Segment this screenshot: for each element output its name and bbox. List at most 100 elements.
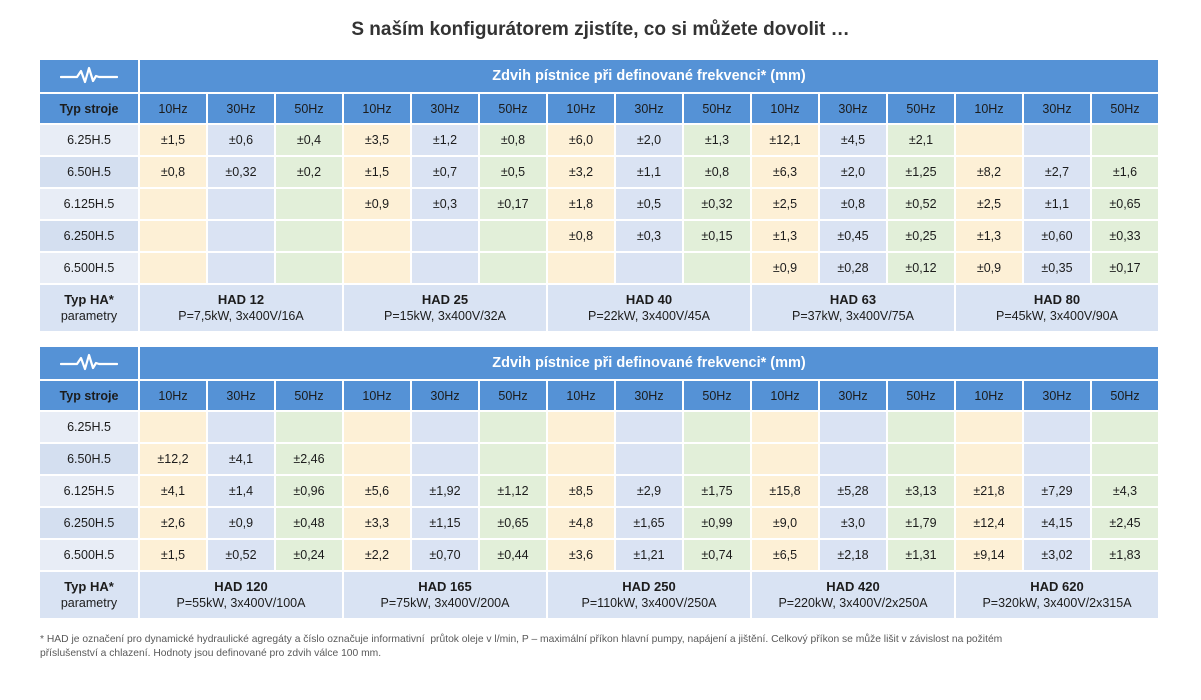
stroke-value-cell: ±1,8 [548,189,614,219]
stroke-value-cell [276,412,342,442]
stroke-value-cell [276,221,342,251]
frequency-header: 50Hz [684,381,750,410]
unit-params: P=7,5kW, 3x400V/16A [178,309,304,324]
stroke-value-cell [820,412,886,442]
stroke-value-cell: ±2,7 [1024,157,1090,187]
stroke-value-cell: ±0,8 [140,157,206,187]
stroke-value-cell: ±0,8 [548,221,614,251]
stroke-value-cell: ±1,65 [616,508,682,538]
frequency-header: 50Hz [480,94,546,123]
stroke-value-cell [344,444,410,474]
stroke-value-cell: ±0,7 [412,157,478,187]
frequency-header: 10Hz [140,94,206,123]
unit-name: HAD 12 [217,291,265,307]
unit-cell: HAD 12 P=7,5kW, 3x400V/16A [140,285,342,331]
stroke-value-cell [208,412,274,442]
machine-type-label: 6.500H.5 [40,540,138,570]
frequency-header: 10Hz [344,381,410,410]
table-header-title: Zdvih pístnice při definované frekvenci*… [140,60,1158,92]
stroke-value-cell: ±0,8 [480,125,546,155]
stroke-value-cell: ±0,32 [684,189,750,219]
stroke-value-cell: ±4,1 [208,444,274,474]
unit-params: P=55kW, 3x400V/100A [176,596,306,611]
frequency-header: 10Hz [752,381,818,410]
unit-cell: HAD 63 P=37kW, 3x400V/75A [752,285,954,331]
stroke-value-cell [752,444,818,474]
stroke-table-1: Zdvih pístnice při definované frekvenci*… [40,60,1158,331]
stroke-value-cell: ±2,0 [616,125,682,155]
frequency-header: 50Hz [1092,94,1158,123]
frequency-header: 30Hz [820,381,886,410]
stroke-value-cell: ±3,13 [888,476,954,506]
frequency-header: 30Hz [1024,381,1090,410]
stroke-value-cell [1024,125,1090,155]
stroke-value-cell [480,253,546,283]
stroke-value-cell: ±0,8 [684,157,750,187]
stroke-value-cell: ±2,5 [752,189,818,219]
stroke-value-cell: ±0,12 [888,253,954,283]
frequency-header: 50Hz [276,381,342,410]
frequency-header: 50Hz [480,381,546,410]
stroke-value-cell: ±0,5 [616,189,682,219]
stroke-table-2: Zdvih pístnice při definované frekvenci*… [40,347,1158,618]
stroke-value-cell [480,221,546,251]
machine-type-label: 6.25H.5 [40,125,138,155]
stroke-value-cell: ±7,29 [1024,476,1090,506]
unit-type-label: Typ HA* [64,578,114,594]
stroke-value-cell: ±0,4 [276,125,342,155]
footnote: * HAD je označení pro dynamické hydrauli… [40,633,1002,661]
stroke-value-cell: ±0,65 [1092,189,1158,219]
unit-type-header: Typ HA* parametry [40,285,138,331]
stroke-value-cell: ±1,75 [684,476,750,506]
unit-cell: HAD 620 P=320kW, 3x400V/2x315A [956,572,1158,618]
frequency-header: 30Hz [616,94,682,123]
stroke-value-cell: ±0,44 [480,540,546,570]
frequency-header: 30Hz [208,381,274,410]
frequency-header: 10Hz [548,381,614,410]
frequency-header: 10Hz [956,94,1022,123]
unit-params: P=22kW, 3x400V/45A [588,309,710,324]
unit-name: HAD 250 [622,578,676,594]
stroke-value-cell: ±2,45 [1092,508,1158,538]
stroke-value-cell: ±1,1 [1024,189,1090,219]
stroke-value-cell: ±3,02 [1024,540,1090,570]
stroke-value-cell: ±0,60 [1024,221,1090,251]
stroke-value-cell: ±1,6 [1092,157,1158,187]
stroke-value-cell: ±0,25 [888,221,954,251]
stroke-value-cell [208,253,274,283]
frequency-header: 10Hz [548,94,614,123]
machine-type-label: 6.25H.5 [40,412,138,442]
stroke-value-cell: ±0,6 [208,125,274,155]
stroke-value-cell: ±0,2 [276,157,342,187]
stroke-value-cell: ±0,17 [1092,253,1158,283]
stroke-value-cell: ±0,9 [208,508,274,538]
machine-type-header: Typ stroje [40,381,138,410]
stroke-value-cell: ±0,9 [344,189,410,219]
stroke-value-cell [1092,444,1158,474]
unit-params: P=110kW, 3x400V/250A [581,596,717,611]
stroke-value-cell [412,412,478,442]
stroke-value-cell: ±2,5 [956,189,1022,219]
stroke-value-cell: ±6,5 [752,540,818,570]
unit-name: HAD 165 [418,578,472,594]
unit-type-header: Typ HA* parametry [40,572,138,618]
stroke-value-cell: ±0,65 [480,508,546,538]
unit-type-label: Typ HA* [64,291,114,307]
stroke-value-cell: ±1,3 [956,221,1022,251]
unit-name: HAD 40 [625,291,673,307]
machine-type-label: 6.50H.5 [40,444,138,474]
unit-params: P=75kW, 3x400V/200A [380,596,510,611]
unit-name: HAD 620 [1030,578,1084,594]
stroke-value-cell [412,221,478,251]
unit-params-label: parametry [60,596,118,611]
stroke-value-cell: ±0,5 [480,157,546,187]
stroke-value-cell: ±2,0 [820,157,886,187]
stroke-value-cell [140,221,206,251]
stroke-value-cell: ±12,2 [140,444,206,474]
stroke-value-cell: ±2,46 [276,444,342,474]
stroke-value-cell [548,253,614,283]
stroke-value-cell [412,444,478,474]
stroke-value-cell: ±3,2 [548,157,614,187]
unit-params: P=37kW, 3x400V/75A [792,309,914,324]
stroke-value-cell: ±4,1 [140,476,206,506]
